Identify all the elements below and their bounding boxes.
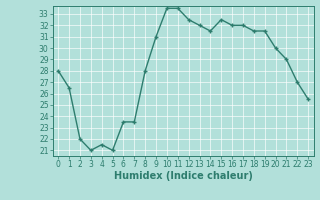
X-axis label: Humidex (Indice chaleur): Humidex (Indice chaleur) bbox=[114, 171, 252, 181]
